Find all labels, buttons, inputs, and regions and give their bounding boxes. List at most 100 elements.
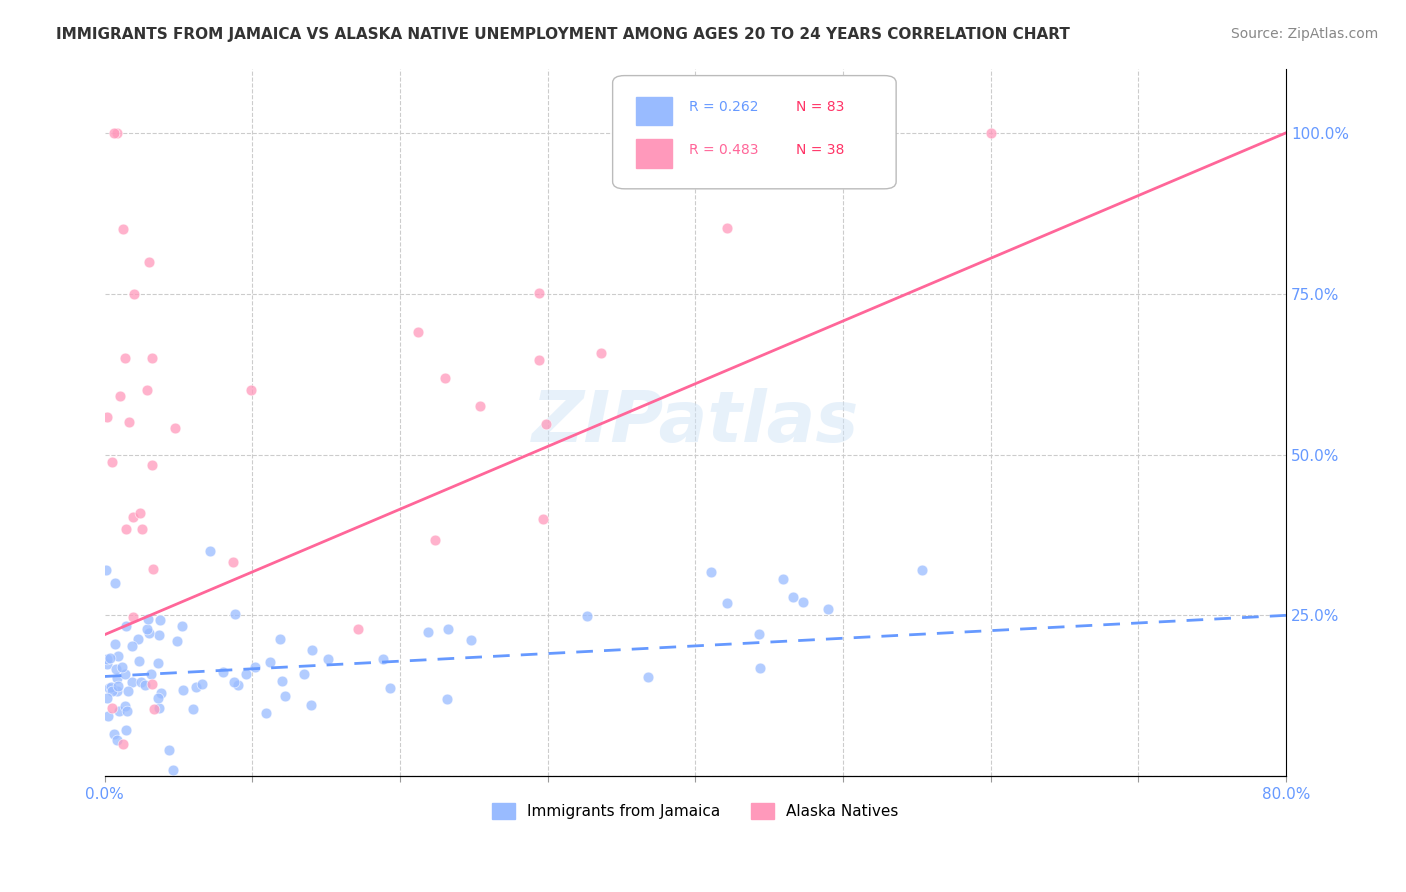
Point bbox=[114, 667, 136, 681]
FancyBboxPatch shape bbox=[613, 76, 896, 189]
Point bbox=[146, 656, 169, 670]
Point bbox=[141, 458, 163, 473]
Point bbox=[792, 595, 814, 609]
Text: R = 0.483: R = 0.483 bbox=[689, 143, 759, 157]
Point bbox=[138, 254, 160, 268]
Point bbox=[437, 623, 460, 637]
Point bbox=[107, 679, 129, 693]
Point bbox=[529, 285, 551, 300]
Point bbox=[700, 565, 723, 579]
Point bbox=[235, 666, 257, 681]
Point bbox=[533, 511, 555, 525]
Point bbox=[101, 684, 124, 698]
Legend: Immigrants from Jamaica, Alaska Natives: Immigrants from Jamaica, Alaska Natives bbox=[486, 797, 904, 825]
Point bbox=[96, 691, 118, 706]
Point bbox=[436, 691, 458, 706]
Point bbox=[716, 596, 738, 610]
Point bbox=[226, 677, 249, 691]
Point bbox=[212, 665, 235, 679]
Bar bbox=[637, 97, 672, 125]
Point bbox=[112, 737, 135, 751]
Point bbox=[96, 652, 118, 666]
Point bbox=[782, 590, 804, 604]
Point bbox=[157, 743, 180, 757]
Point bbox=[162, 763, 184, 777]
Point bbox=[148, 700, 170, 714]
Point bbox=[105, 671, 128, 685]
Point bbox=[716, 221, 738, 235]
Point bbox=[589, 346, 612, 360]
Point bbox=[122, 286, 145, 301]
Point bbox=[239, 383, 262, 397]
Bar bbox=[637, 139, 672, 168]
Point bbox=[292, 666, 315, 681]
Point bbox=[105, 733, 128, 747]
Text: ZIPatlas: ZIPatlas bbox=[531, 388, 859, 457]
Point bbox=[222, 555, 245, 569]
Point bbox=[115, 723, 138, 737]
Point bbox=[191, 677, 214, 691]
Point bbox=[148, 691, 170, 706]
Point bbox=[97, 681, 120, 695]
Point bbox=[136, 622, 159, 636]
Point bbox=[172, 619, 194, 633]
Point bbox=[107, 704, 129, 718]
Point bbox=[100, 681, 122, 695]
Point bbox=[115, 705, 138, 719]
Point bbox=[103, 726, 125, 740]
Point bbox=[166, 634, 188, 648]
Point bbox=[101, 701, 124, 715]
Point bbox=[104, 576, 127, 591]
Point bbox=[96, 410, 118, 425]
Point bbox=[129, 675, 152, 690]
Text: N = 38: N = 38 bbox=[796, 143, 844, 157]
Point bbox=[98, 650, 121, 665]
Point bbox=[136, 612, 159, 626]
Point bbox=[115, 619, 138, 633]
Point bbox=[136, 383, 159, 397]
Text: IMMIGRANTS FROM JAMAICA VS ALASKA NATIVE UNEMPLOYMENT AMONG AGES 20 TO 24 YEARS : IMMIGRANTS FROM JAMAICA VS ALASKA NATIVE… bbox=[56, 27, 1070, 42]
Point bbox=[111, 660, 134, 674]
Point bbox=[141, 677, 163, 691]
Point bbox=[406, 326, 429, 340]
Point bbox=[347, 622, 370, 636]
Point bbox=[142, 562, 165, 576]
Point bbox=[134, 678, 156, 692]
Point bbox=[254, 706, 277, 721]
Text: N = 83: N = 83 bbox=[796, 101, 844, 114]
Point bbox=[105, 126, 128, 140]
Point bbox=[637, 670, 659, 684]
Point bbox=[149, 613, 172, 627]
Point bbox=[138, 626, 160, 640]
Point bbox=[143, 702, 166, 716]
Point bbox=[273, 689, 295, 703]
Point bbox=[114, 698, 136, 713]
Text: R = 0.262: R = 0.262 bbox=[689, 101, 759, 114]
Point bbox=[433, 371, 456, 385]
Point bbox=[117, 684, 139, 698]
Point bbox=[817, 602, 839, 616]
Point bbox=[470, 399, 492, 413]
Point bbox=[121, 639, 143, 653]
Point bbox=[118, 415, 141, 429]
Point bbox=[269, 632, 291, 647]
Point bbox=[911, 563, 934, 577]
Point bbox=[112, 222, 135, 236]
Point bbox=[224, 607, 246, 621]
Point bbox=[224, 675, 246, 690]
Point bbox=[104, 662, 127, 676]
Point bbox=[97, 709, 120, 723]
Point bbox=[748, 627, 770, 641]
Point bbox=[121, 674, 143, 689]
Point bbox=[114, 351, 136, 365]
Point bbox=[108, 388, 131, 402]
Point bbox=[181, 702, 204, 716]
Point bbox=[271, 673, 294, 688]
Point bbox=[749, 661, 772, 675]
Point bbox=[107, 649, 129, 664]
Point bbox=[149, 686, 172, 700]
Point bbox=[245, 659, 267, 673]
Point bbox=[141, 667, 163, 681]
Point bbox=[103, 126, 125, 140]
Point bbox=[527, 353, 550, 368]
